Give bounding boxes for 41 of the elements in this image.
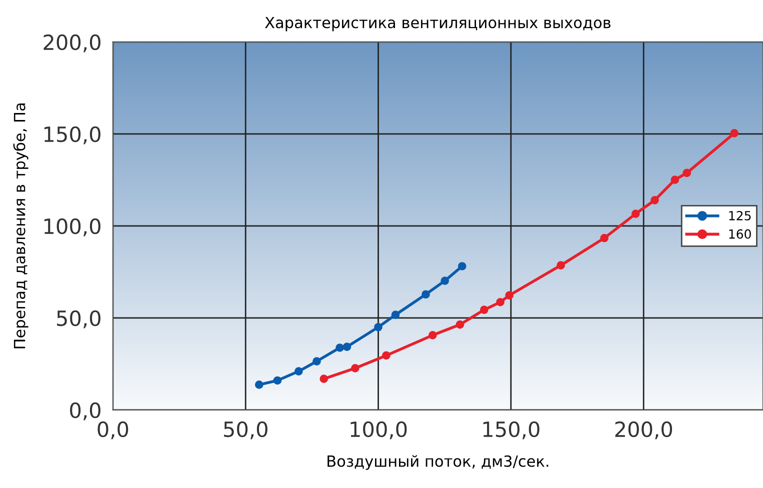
- point: [458, 262, 466, 270]
- y-tick-label: 0,0: [70, 402, 100, 420]
- point: [440, 276, 450, 285]
- y-tick-label: 100,0: [44, 218, 100, 236]
- point: [600, 234, 608, 242]
- point: [391, 310, 400, 319]
- x-axis-title: Воздушный поток, дм3/сек.: [328, 455, 548, 470]
- point: [320, 374, 328, 383]
- point: [556, 261, 565, 270]
- point: [650, 196, 659, 204]
- point: [480, 306, 488, 314]
- point: [730, 129, 739, 138]
- point: [496, 298, 504, 306]
- point: [456, 320, 464, 329]
- point: [670, 176, 680, 184]
- x-tick-label: 0,0: [98, 421, 128, 440]
- y-axis-title: Перепад давления в трубе, Па: [13, 103, 28, 348]
- legend-label: 160: [729, 229, 751, 239]
- y-tick-label: 200,0: [44, 34, 100, 52]
- point: [294, 367, 303, 376]
- point: [351, 364, 360, 372]
- point: [273, 376, 282, 385]
- point: [428, 331, 437, 340]
- point: [336, 344, 344, 352]
- x-tick-label: 200,0: [615, 421, 672, 440]
- point: [374, 322, 382, 332]
- point: [422, 290, 430, 299]
- point: [342, 342, 352, 351]
- point: [682, 168, 692, 178]
- x-tick-label: 100,0: [350, 421, 407, 440]
- point: [312, 357, 321, 366]
- point: [254, 380, 264, 389]
- y-tick-label: 50,0: [57, 310, 100, 328]
- point: [631, 210, 640, 218]
- chart-title: Характеристика вентиляционных выходов: [264, 16, 610, 32]
- point: [505, 291, 514, 300]
- point: [382, 351, 390, 360]
- x-tick-label: 150,0: [483, 421, 540, 440]
- x-tick-label: 50,0: [224, 421, 268, 440]
- y-tick-label: 150,0: [44, 126, 100, 144]
- legend-label: 125: [729, 210, 751, 220]
